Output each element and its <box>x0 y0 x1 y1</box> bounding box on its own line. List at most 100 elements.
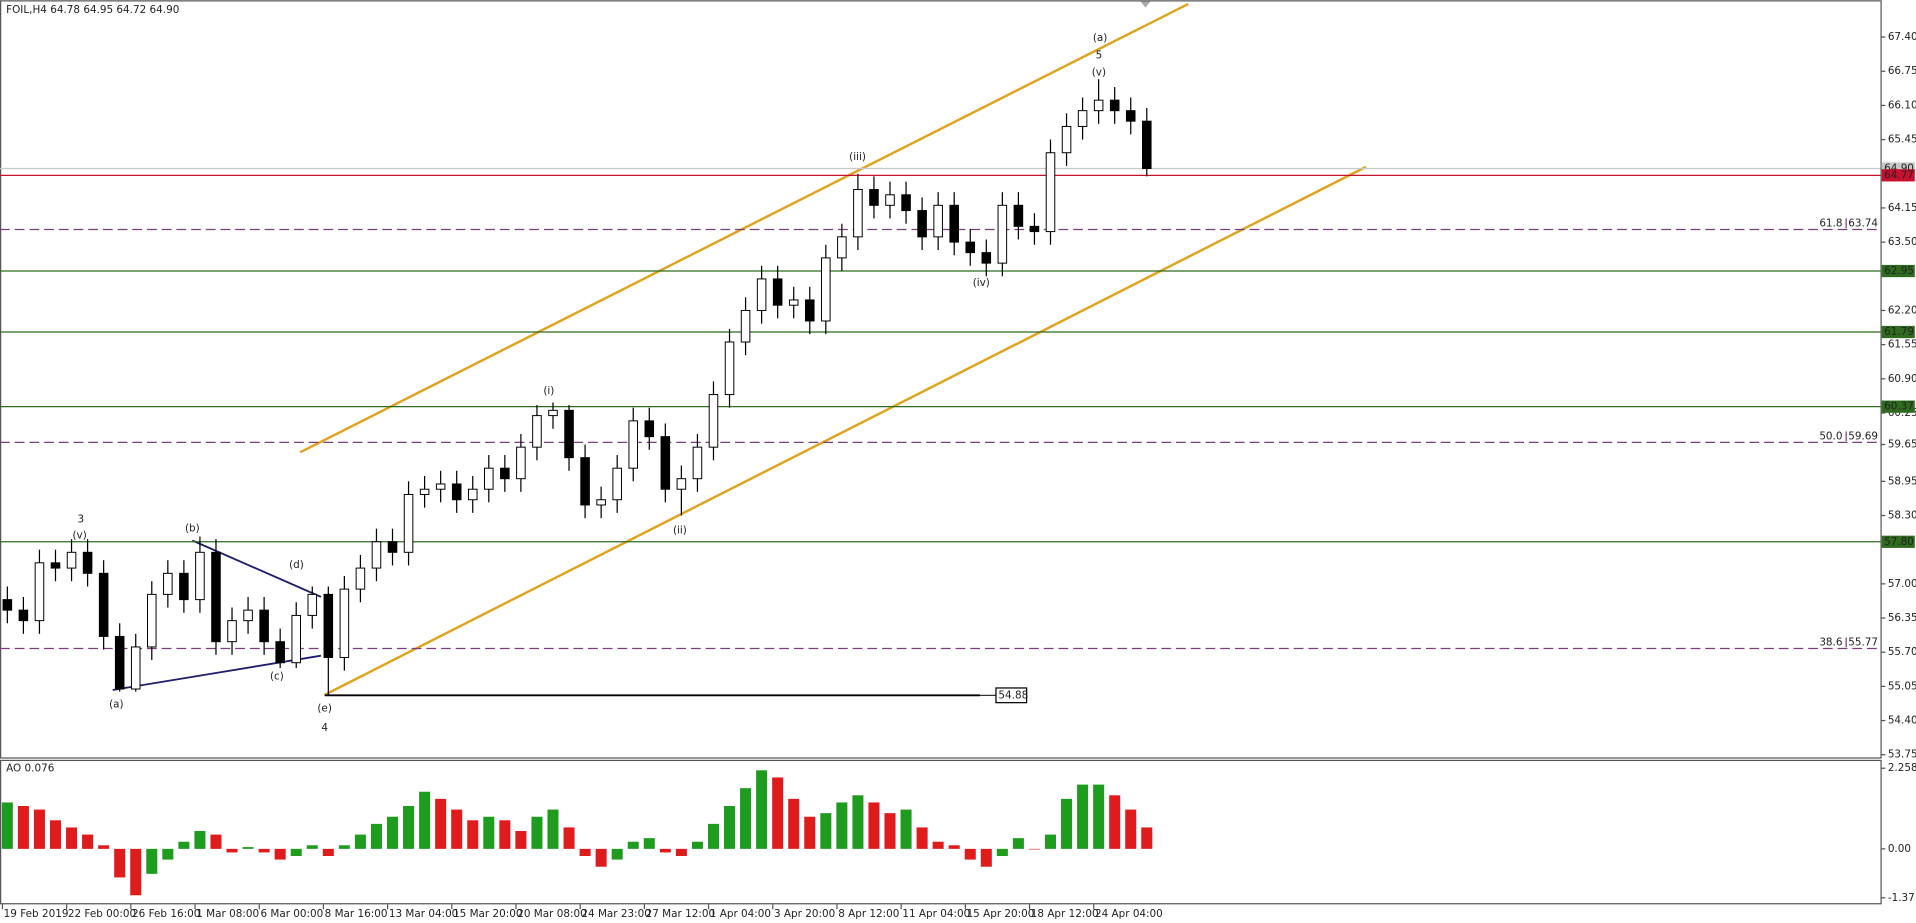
candle-body <box>339 588 350 658</box>
ao-bar <box>1109 795 1121 849</box>
x-tick-label: 19 Feb 2019 <box>4 908 69 920</box>
x-tick-label: 11 Apr 04:00 <box>902 908 970 920</box>
y-tick-label: 55.70 <box>1888 646 1916 658</box>
x-tick-label: 15 Apr 20:00 <box>967 908 1035 920</box>
candle-body <box>307 593 318 616</box>
candle-body <box>628 420 639 469</box>
candle-body <box>500 467 510 480</box>
wave-label: (e) <box>317 702 332 714</box>
candle-body <box>243 609 253 622</box>
price-box <box>1881 400 1915 413</box>
ao-bar <box>916 827 928 849</box>
candle-body <box>403 493 414 553</box>
candle-body <box>772 278 783 306</box>
candle-body <box>323 593 334 658</box>
ao-bar <box>33 809 45 849</box>
candle-body <box>1077 110 1088 127</box>
ao-bar <box>114 848 126 878</box>
ao-bar <box>611 848 623 860</box>
ao-bar <box>579 848 591 857</box>
fib-ratio: 61.8 <box>1819 217 1842 229</box>
price-box-label: 57.80 <box>1884 536 1914 548</box>
candle-body <box>114 635 125 690</box>
candle-body <box>1061 125 1072 154</box>
wave-label: (iii) <box>849 151 866 163</box>
candle-body <box>564 409 574 459</box>
y-tick-label: 58.95 <box>1888 475 1916 487</box>
y-tick-label: 54.40 <box>1888 715 1916 727</box>
ao-bar <box>210 834 222 849</box>
candle-body <box>580 457 590 506</box>
candle-body <box>724 341 735 396</box>
x-tick-label: 22 Feb 00:00 <box>68 908 136 920</box>
wave-label: (a) <box>109 699 124 711</box>
ao-bar <box>274 848 286 860</box>
candle-body <box>179 572 189 601</box>
candle-body <box>419 488 430 495</box>
ao-bar <box>996 848 1008 857</box>
candle-body <box>435 483 446 490</box>
candle-body <box>259 609 269 643</box>
ao-bar <box>1044 834 1057 849</box>
candle-body <box>1142 120 1152 169</box>
x-tick-label: 24 Mar 23:00 <box>581 908 650 920</box>
y-tick-label: 2.258 <box>1888 762 1916 774</box>
candle-body <box>660 436 671 490</box>
y-tick-label: 65.45 <box>1888 134 1916 146</box>
fib-ratio: 38.6 <box>1819 636 1842 648</box>
candle-body <box>965 241 976 254</box>
ao-bar <box>948 845 960 849</box>
y-tick-label: 67.40 <box>1888 31 1916 43</box>
x-tick-label: 27 Mar 12:00 <box>646 908 715 920</box>
x-tick-label: 3 Apr 20:00 <box>774 908 835 920</box>
candle-body <box>387 541 398 553</box>
wave-label: (ii) <box>673 525 687 537</box>
ao-bar <box>964 848 976 860</box>
candle-body <box>853 189 863 238</box>
ao-bar <box>756 770 768 849</box>
ao-bar <box>724 806 736 849</box>
candle-body <box>227 620 237 643</box>
ao-bar <box>467 820 479 849</box>
channel-upper <box>299 2 1189 454</box>
ao-bar <box>659 848 671 853</box>
ao-panel <box>0 759 1882 905</box>
ao-bar <box>515 831 527 849</box>
wave-label: (iv) <box>973 277 990 289</box>
candle-body <box>644 420 655 438</box>
ao-bar <box>691 841 703 849</box>
ao-bar <box>1077 784 1089 849</box>
y-tick-label: 63.50 <box>1888 236 1916 248</box>
ao-bar <box>1061 798 1073 849</box>
x-tick-label: 20 Mar 08:00 <box>517 908 586 920</box>
wave-label: 4 <box>321 722 328 734</box>
price-box <box>1881 169 1915 182</box>
fib-label: 63.74 <box>1848 217 1878 229</box>
candle-body <box>1109 99 1120 112</box>
y-tick-label: 53.75 <box>1888 749 1916 761</box>
candle-body <box>837 236 847 259</box>
candle-body <box>933 204 943 238</box>
candle-body <box>18 609 29 622</box>
ao-bar <box>1125 809 1137 849</box>
ao-bar <box>499 820 511 849</box>
candle-body <box>34 562 45 622</box>
x-tick-label: 18 Apr 12:00 <box>1031 908 1099 920</box>
ao-bar <box>322 848 334 857</box>
y-tick-label: 60.90 <box>1888 373 1916 385</box>
candle-body <box>66 551 77 569</box>
ao-bar <box>370 823 382 849</box>
wave-label: (c) <box>270 670 284 682</box>
chart-title: FOIL,H4 64.78 64.95 64.72 64.90 <box>6 4 179 16</box>
indicator-title: AO 0.076 <box>6 762 54 774</box>
ao-bar <box>788 798 800 849</box>
x-tick-label: 8 Mar 16:00 <box>325 908 388 920</box>
ao-bar <box>162 848 174 860</box>
candle-body <box>147 593 157 648</box>
ao-bar <box>547 809 559 849</box>
x-tick-label: 1 Apr 04:00 <box>710 908 771 920</box>
ao-bar <box>226 848 238 853</box>
ao-bar <box>435 798 447 849</box>
fib-label: 59.69 <box>1848 430 1878 442</box>
candle-body <box>2 599 13 611</box>
